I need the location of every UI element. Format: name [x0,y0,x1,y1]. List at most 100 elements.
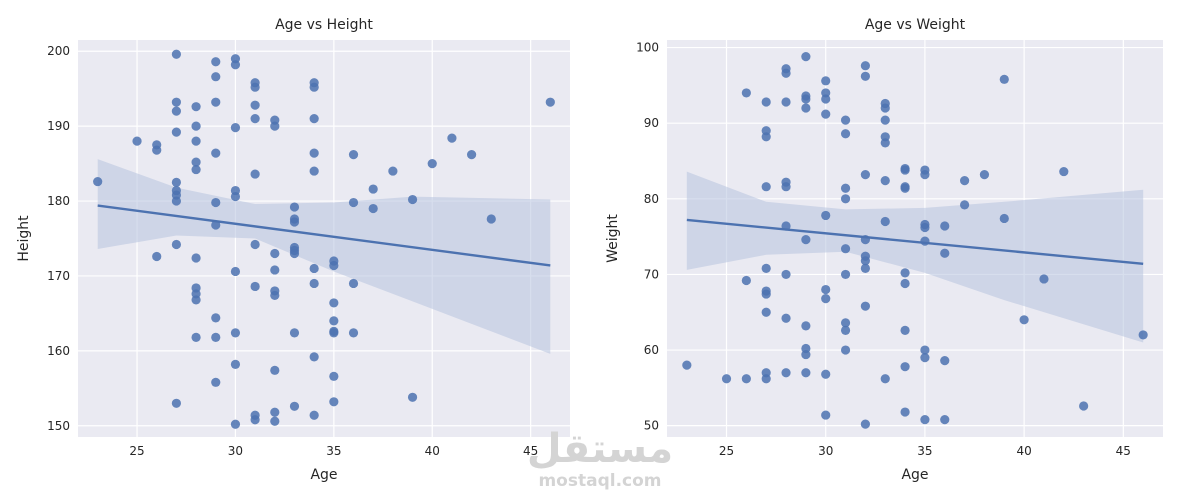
scatter-point [191,295,201,305]
scatter-point [348,150,359,160]
x-tick-label: 45 [523,444,538,458]
scatter-point [900,165,910,175]
regression-line [686,218,1144,266]
scatter-point [270,365,280,375]
scatter-point [682,360,692,370]
x-tick-label: 25 [129,444,144,458]
scatter-point [781,97,791,107]
scatter-point [900,183,910,193]
scatter-point [860,256,871,266]
scatter-point [329,260,339,271]
scatter-point [999,74,1009,84]
scatter-point [880,103,890,113]
scatter-point [270,416,280,426]
scatter-point [999,213,1009,224]
scatter-point [329,328,339,338]
scatter-point [230,60,241,70]
scatter-point [211,220,221,230]
scatter-point [211,377,221,387]
scatter-point [211,313,221,323]
scatter-point [1059,166,1069,177]
scatter-point [821,410,831,420]
scatter-point [368,203,378,214]
y-tick-label: 200 [47,44,70,58]
y-tick-label: 100 [636,41,659,55]
scatter-point [211,72,221,82]
scatter-point [309,114,319,124]
age-vs-height-chart: 25 30 35 40 45 150 160 170 180 190 200 Age vs Heigh… [16,17,570,483]
scatter-point [801,321,811,331]
scatter-point [309,82,319,92]
scatter-point [191,121,201,131]
scatter-point [211,332,221,342]
scatter-point [407,194,418,205]
scatter-point [940,248,950,258]
scatter-point [447,133,457,143]
scatter-point [840,244,851,254]
x-tick-label: 35 [917,444,932,458]
scatter-point [940,415,950,425]
scatter-point [880,216,890,227]
scatter-point [781,368,791,378]
scatter-point [171,398,181,408]
scatter-point [900,362,910,372]
scatter-point [801,52,811,62]
scatter-point [191,157,201,167]
scatter-point [171,49,181,59]
scatter-point [191,332,201,342]
scatter-point [388,166,398,176]
x-tick-label: 45 [1116,444,1131,458]
scatter-point [250,100,260,110]
scatter-point [191,102,201,112]
scatter-point [407,392,418,402]
scatter-point [270,265,280,275]
x-tick-label: 25 [719,444,734,458]
scatter-point [801,368,811,378]
scatter-point [467,150,477,160]
scatter-point [270,121,280,131]
watermark-site: mostaql.com [538,471,661,491]
scatter-point [486,214,496,224]
scatter-point [840,318,851,328]
scatter-point [781,313,791,323]
scatter-point [900,325,910,335]
chart-title: Age vs Weight [865,17,966,33]
scatter-point [880,374,890,384]
age-vs-weight-chart: 25 30 35 40 45 50 60 70 80 90 100 Age vs Weight Age W… [605,17,1163,483]
scatter-point [960,200,970,210]
scatter-point [821,369,831,379]
scatter-point [821,76,831,86]
y-tick-label: 150 [47,419,70,433]
scatter-point [1019,315,1029,325]
scatter-point [801,235,811,245]
scatter-point [900,268,910,278]
scatter-point [348,197,359,208]
scatter-point [761,263,771,273]
x-tick-label: 35 [326,444,341,458]
scatter-point [721,374,732,384]
scatter-point [230,123,241,133]
scatter-point [132,136,142,146]
y-tick-label: 160 [47,344,70,358]
scatter-point [191,136,201,146]
watermark: مستقل mostaql.com [527,426,673,491]
y-tick-label: 170 [47,269,70,283]
scatter-point [309,166,319,176]
y-tick-label: 180 [47,194,70,208]
scatter-point [900,278,910,289]
scatter-point [840,194,851,204]
scatter-point [860,61,871,71]
y-axis-label: Weight [605,214,621,263]
scatter-point [348,328,359,338]
scatter-point [171,106,181,116]
watermark-logo: مستقل [527,426,673,472]
scatter-point [761,374,771,384]
scatter-point [880,138,890,148]
scatter-point [840,183,851,193]
scatter-point [191,164,201,175]
scatter-point [860,301,871,311]
scatter-point [309,410,319,420]
scatter-point [289,328,300,338]
confidence-band [686,171,1144,343]
